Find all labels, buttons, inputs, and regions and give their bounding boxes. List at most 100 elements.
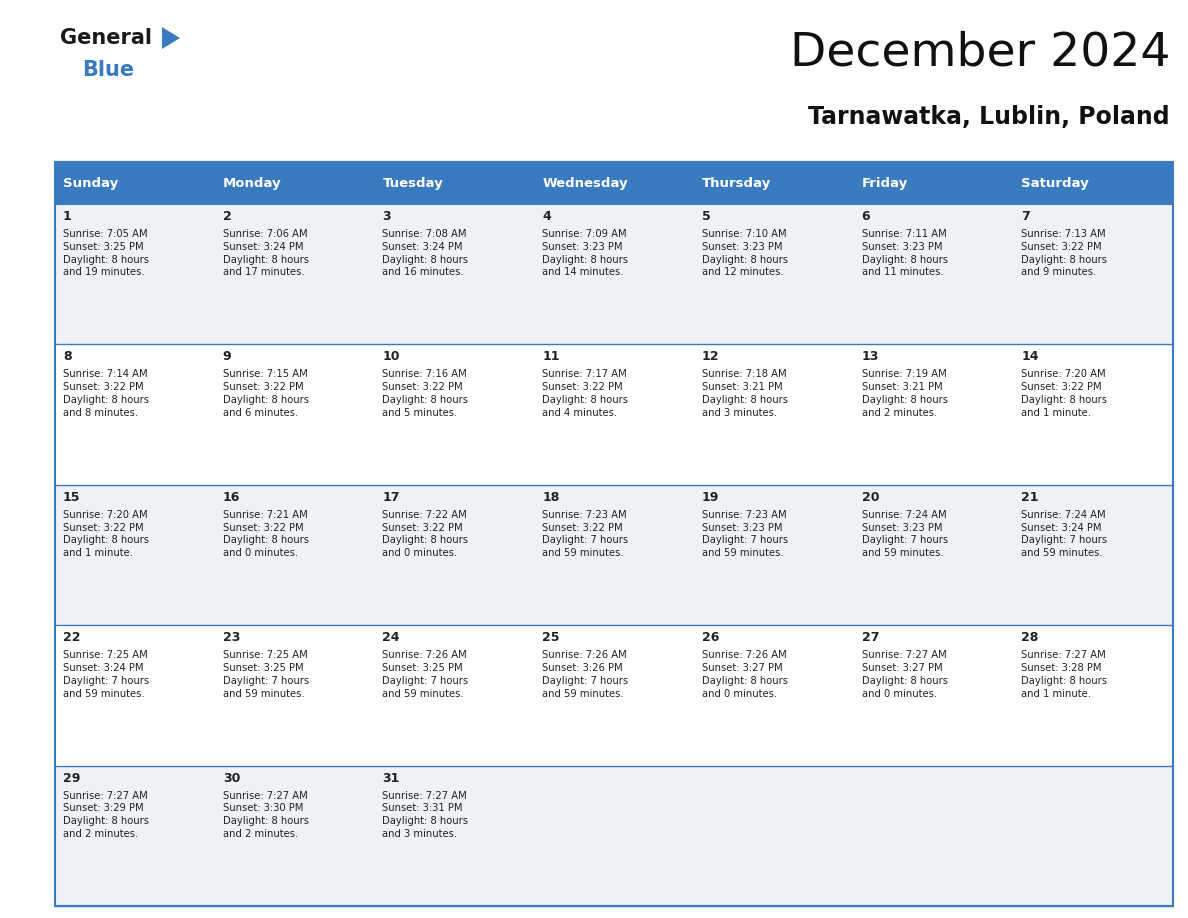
Text: Blue: Blue bbox=[82, 60, 134, 80]
Bar bbox=[535, 625, 694, 766]
Text: Sunrise: 7:13 AM
Sunset: 3:22 PM
Daylight: 8 hours
and 9 minutes.: Sunrise: 7:13 AM Sunset: 3:22 PM Dayligh… bbox=[1022, 229, 1107, 277]
Bar bbox=[694, 766, 853, 906]
Bar bbox=[535, 766, 694, 906]
Bar bbox=[215, 204, 374, 344]
Bar bbox=[1013, 344, 1173, 485]
Text: 13: 13 bbox=[861, 351, 879, 364]
Text: 15: 15 bbox=[63, 491, 81, 504]
Bar bbox=[1013, 485, 1173, 625]
Bar bbox=[374, 162, 535, 204]
Bar bbox=[374, 204, 535, 344]
Text: Sunrise: 7:22 AM
Sunset: 3:22 PM
Daylight: 8 hours
and 0 minutes.: Sunrise: 7:22 AM Sunset: 3:22 PM Dayligh… bbox=[383, 509, 468, 558]
Bar bbox=[55, 162, 1173, 906]
Bar bbox=[694, 204, 853, 344]
Text: Sunrise: 7:27 AM
Sunset: 3:28 PM
Daylight: 8 hours
and 1 minute.: Sunrise: 7:27 AM Sunset: 3:28 PM Dayligh… bbox=[1022, 650, 1107, 699]
Text: 14: 14 bbox=[1022, 351, 1038, 364]
Polygon shape bbox=[162, 27, 181, 49]
Text: Sunrise: 7:16 AM
Sunset: 3:22 PM
Daylight: 8 hours
and 5 minutes.: Sunrise: 7:16 AM Sunset: 3:22 PM Dayligh… bbox=[383, 369, 468, 418]
Bar bbox=[535, 162, 694, 204]
Text: 6: 6 bbox=[861, 210, 870, 223]
Text: 20: 20 bbox=[861, 491, 879, 504]
Bar bbox=[55, 485, 215, 625]
Text: Thursday: Thursday bbox=[702, 176, 771, 189]
Bar bbox=[374, 344, 535, 485]
Text: 9: 9 bbox=[222, 351, 232, 364]
Text: 27: 27 bbox=[861, 632, 879, 644]
Text: Sunrise: 7:08 AM
Sunset: 3:24 PM
Daylight: 8 hours
and 16 minutes.: Sunrise: 7:08 AM Sunset: 3:24 PM Dayligh… bbox=[383, 229, 468, 277]
Text: 28: 28 bbox=[1022, 632, 1038, 644]
Text: 3: 3 bbox=[383, 210, 391, 223]
Text: Sunrise: 7:14 AM
Sunset: 3:22 PM
Daylight: 8 hours
and 8 minutes.: Sunrise: 7:14 AM Sunset: 3:22 PM Dayligh… bbox=[63, 369, 148, 418]
Text: Sunrise: 7:21 AM
Sunset: 3:22 PM
Daylight: 8 hours
and 0 minutes.: Sunrise: 7:21 AM Sunset: 3:22 PM Dayligh… bbox=[222, 509, 309, 558]
Text: 22: 22 bbox=[63, 632, 81, 644]
Text: 31: 31 bbox=[383, 772, 400, 785]
Text: Sunrise: 7:27 AM
Sunset: 3:31 PM
Daylight: 8 hours
and 3 minutes.: Sunrise: 7:27 AM Sunset: 3:31 PM Dayligh… bbox=[383, 790, 468, 839]
Text: Tarnawatka, Lublin, Poland: Tarnawatka, Lublin, Poland bbox=[808, 105, 1170, 129]
Text: Sunrise: 7:15 AM
Sunset: 3:22 PM
Daylight: 8 hours
and 6 minutes.: Sunrise: 7:15 AM Sunset: 3:22 PM Dayligh… bbox=[222, 369, 309, 418]
Bar bbox=[694, 625, 853, 766]
Text: Tuesday: Tuesday bbox=[383, 176, 443, 189]
Bar bbox=[535, 204, 694, 344]
Text: Sunrise: 7:09 AM
Sunset: 3:23 PM
Daylight: 8 hours
and 14 minutes.: Sunrise: 7:09 AM Sunset: 3:23 PM Dayligh… bbox=[542, 229, 628, 277]
Text: 18: 18 bbox=[542, 491, 560, 504]
Bar bbox=[853, 204, 1013, 344]
Bar bbox=[215, 625, 374, 766]
Text: 11: 11 bbox=[542, 351, 560, 364]
Text: 4: 4 bbox=[542, 210, 551, 223]
Bar bbox=[853, 766, 1013, 906]
Bar bbox=[215, 766, 374, 906]
Text: Sunrise: 7:05 AM
Sunset: 3:25 PM
Daylight: 8 hours
and 19 minutes.: Sunrise: 7:05 AM Sunset: 3:25 PM Dayligh… bbox=[63, 229, 148, 277]
Text: 25: 25 bbox=[542, 632, 560, 644]
Bar bbox=[55, 625, 215, 766]
Text: 19: 19 bbox=[702, 491, 719, 504]
Bar bbox=[215, 485, 374, 625]
Text: Sunrise: 7:19 AM
Sunset: 3:21 PM
Daylight: 8 hours
and 2 minutes.: Sunrise: 7:19 AM Sunset: 3:21 PM Dayligh… bbox=[861, 369, 948, 418]
Bar bbox=[694, 485, 853, 625]
Text: Sunrise: 7:20 AM
Sunset: 3:22 PM
Daylight: 8 hours
and 1 minute.: Sunrise: 7:20 AM Sunset: 3:22 PM Dayligh… bbox=[1022, 369, 1107, 418]
Bar bbox=[535, 344, 694, 485]
Text: Sunrise: 7:11 AM
Sunset: 3:23 PM
Daylight: 8 hours
and 11 minutes.: Sunrise: 7:11 AM Sunset: 3:23 PM Dayligh… bbox=[861, 229, 948, 277]
Text: Sunrise: 7:23 AM
Sunset: 3:23 PM
Daylight: 7 hours
and 59 minutes.: Sunrise: 7:23 AM Sunset: 3:23 PM Dayligh… bbox=[702, 509, 788, 558]
Text: Sunday: Sunday bbox=[63, 176, 119, 189]
Text: Sunrise: 7:27 AM
Sunset: 3:27 PM
Daylight: 8 hours
and 0 minutes.: Sunrise: 7:27 AM Sunset: 3:27 PM Dayligh… bbox=[861, 650, 948, 699]
Text: Monday: Monday bbox=[222, 176, 282, 189]
Text: 16: 16 bbox=[222, 491, 240, 504]
Text: 2: 2 bbox=[222, 210, 232, 223]
Bar bbox=[694, 344, 853, 485]
Text: Sunrise: 7:24 AM
Sunset: 3:23 PM
Daylight: 7 hours
and 59 minutes.: Sunrise: 7:24 AM Sunset: 3:23 PM Dayligh… bbox=[861, 509, 948, 558]
Text: Sunrise: 7:18 AM
Sunset: 3:21 PM
Daylight: 8 hours
and 3 minutes.: Sunrise: 7:18 AM Sunset: 3:21 PM Dayligh… bbox=[702, 369, 788, 418]
Bar bbox=[215, 344, 374, 485]
Text: General: General bbox=[61, 28, 152, 48]
Bar bbox=[55, 344, 215, 485]
Text: Wednesday: Wednesday bbox=[542, 176, 627, 189]
Text: 29: 29 bbox=[63, 772, 81, 785]
Text: 17: 17 bbox=[383, 491, 400, 504]
Text: 12: 12 bbox=[702, 351, 720, 364]
Text: 23: 23 bbox=[222, 632, 240, 644]
Bar bbox=[853, 485, 1013, 625]
Bar bbox=[694, 162, 853, 204]
Bar bbox=[1013, 625, 1173, 766]
Text: Sunrise: 7:25 AM
Sunset: 3:24 PM
Daylight: 7 hours
and 59 minutes.: Sunrise: 7:25 AM Sunset: 3:24 PM Dayligh… bbox=[63, 650, 150, 699]
Text: Sunrise: 7:17 AM
Sunset: 3:22 PM
Daylight: 8 hours
and 4 minutes.: Sunrise: 7:17 AM Sunset: 3:22 PM Dayligh… bbox=[542, 369, 628, 418]
Bar bbox=[853, 625, 1013, 766]
Text: Sunrise: 7:23 AM
Sunset: 3:22 PM
Daylight: 7 hours
and 59 minutes.: Sunrise: 7:23 AM Sunset: 3:22 PM Dayligh… bbox=[542, 509, 628, 558]
Text: December 2024: December 2024 bbox=[790, 30, 1170, 75]
Text: 8: 8 bbox=[63, 351, 71, 364]
Bar bbox=[853, 162, 1013, 204]
Text: 26: 26 bbox=[702, 632, 719, 644]
Text: 24: 24 bbox=[383, 632, 400, 644]
Bar bbox=[374, 625, 535, 766]
Text: Sunrise: 7:24 AM
Sunset: 3:24 PM
Daylight: 7 hours
and 59 minutes.: Sunrise: 7:24 AM Sunset: 3:24 PM Dayligh… bbox=[1022, 509, 1107, 558]
Text: Sunrise: 7:27 AM
Sunset: 3:30 PM
Daylight: 8 hours
and 2 minutes.: Sunrise: 7:27 AM Sunset: 3:30 PM Dayligh… bbox=[222, 790, 309, 839]
Bar bbox=[535, 485, 694, 625]
Bar bbox=[55, 766, 215, 906]
Text: Sunrise: 7:10 AM
Sunset: 3:23 PM
Daylight: 8 hours
and 12 minutes.: Sunrise: 7:10 AM Sunset: 3:23 PM Dayligh… bbox=[702, 229, 788, 277]
Text: Sunrise: 7:27 AM
Sunset: 3:29 PM
Daylight: 8 hours
and 2 minutes.: Sunrise: 7:27 AM Sunset: 3:29 PM Dayligh… bbox=[63, 790, 148, 839]
Bar bbox=[1013, 766, 1173, 906]
Text: 5: 5 bbox=[702, 210, 710, 223]
Text: 10: 10 bbox=[383, 351, 400, 364]
Bar bbox=[215, 162, 374, 204]
Text: Saturday: Saturday bbox=[1022, 176, 1089, 189]
Text: 30: 30 bbox=[222, 772, 240, 785]
